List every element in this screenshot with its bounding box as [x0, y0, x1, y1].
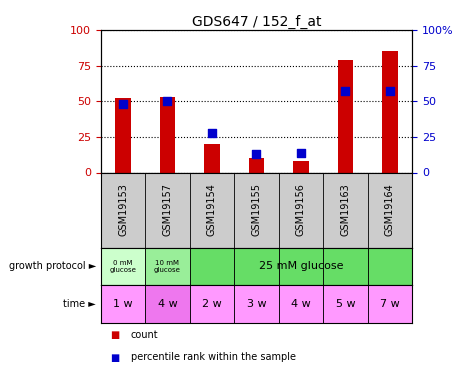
Text: 4 w: 4 w — [291, 299, 311, 309]
Text: time ►: time ► — [63, 299, 96, 309]
Text: GSM19157: GSM19157 — [163, 183, 173, 237]
Text: ■: ■ — [110, 352, 119, 363]
Bar — [323, 285, 368, 322]
Bar — [279, 248, 323, 285]
Text: GSM19155: GSM19155 — [251, 183, 262, 237]
Text: 10 mM
glucose: 10 mM glucose — [154, 260, 181, 273]
Bar — [190, 285, 234, 322]
Text: 1 w: 1 w — [113, 299, 133, 309]
Text: GSM19154: GSM19154 — [207, 184, 217, 237]
Text: 5 w: 5 w — [336, 299, 355, 309]
Text: growth protocol ►: growth protocol ► — [9, 261, 96, 271]
Text: GSM19153: GSM19153 — [118, 184, 128, 237]
Bar — [190, 248, 234, 285]
Text: 25 mM glucose: 25 mM glucose — [259, 261, 343, 271]
Point — [297, 150, 305, 156]
Point — [386, 88, 393, 94]
Bar — [382, 51, 398, 172]
Bar — [204, 144, 220, 172]
Text: 2 w: 2 w — [202, 299, 222, 309]
Text: count: count — [131, 330, 158, 340]
Bar — [115, 98, 131, 172]
Text: GSM19164: GSM19164 — [385, 184, 395, 236]
Text: GSM19163: GSM19163 — [340, 184, 350, 236]
Point — [253, 151, 260, 157]
Bar — [145, 285, 190, 322]
Text: GSM19156: GSM19156 — [296, 184, 306, 237]
Bar — [145, 248, 190, 285]
Text: 3 w: 3 w — [247, 299, 266, 309]
Bar — [234, 248, 279, 285]
Bar — [160, 97, 175, 172]
Bar — [279, 285, 323, 322]
Text: percentile rank within the sample: percentile rank within the sample — [131, 352, 295, 363]
Bar — [293, 161, 309, 172]
Point — [208, 130, 216, 136]
Bar — [368, 285, 412, 322]
Title: GDS647 / 152_f_at: GDS647 / 152_f_at — [192, 15, 321, 29]
Point — [342, 88, 349, 94]
Point — [120, 101, 127, 107]
Text: 0 mM
glucose: 0 mM glucose — [109, 260, 136, 273]
Text: 4 w: 4 w — [158, 299, 177, 309]
Bar — [323, 248, 368, 285]
Bar — [368, 248, 412, 285]
Bar — [249, 158, 264, 172]
Text: ■: ■ — [110, 330, 119, 340]
Text: 7 w: 7 w — [380, 299, 400, 309]
Bar — [338, 60, 353, 172]
Point — [164, 98, 171, 104]
Bar — [234, 285, 279, 322]
Bar — [101, 285, 145, 322]
Bar — [101, 248, 145, 285]
